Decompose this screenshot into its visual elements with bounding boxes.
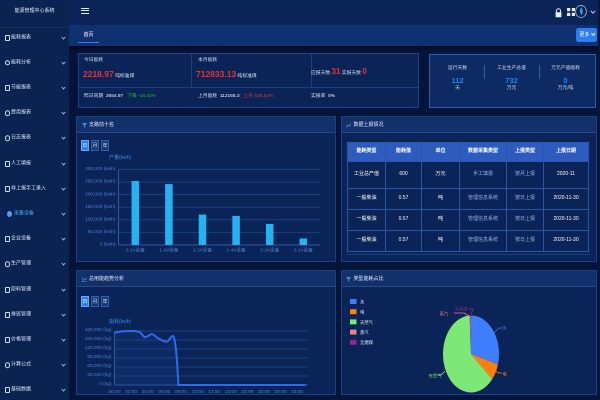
svg-text:蒸汽: 蒸汽 <box>439 311 448 318</box>
svg-text:蒸汽: 蒸汽 <box>360 329 369 336</box>
svg-text:2-1#设备: 2-1#设备 <box>294 247 313 254</box>
svg-text:08:00: 08:00 <box>175 389 187 395</box>
svg-text:12:00: 12:00 <box>208 389 220 395</box>
svg-text:02:00: 02:00 <box>125 389 137 395</box>
svg-text:0 (kwh): 0 (kwh) <box>100 242 116 248</box>
svg-text:100,000 (kwh): 100,000 (kwh) <box>85 217 116 223</box>
svg-text:水: 水 <box>502 325 507 331</box>
svg-text:04:00: 04:00 <box>142 389 154 395</box>
svg-text:22:00: 22:00 <box>291 389 303 395</box>
svg-text:产量(kwh): 产量(kwh) <box>109 154 132 161</box>
svg-text:2-2#设备: 2-2#设备 <box>260 247 279 254</box>
svg-text:1-3#设备: 1-3#设备 <box>193 247 212 254</box>
svg-text:18:00: 18:00 <box>258 389 270 395</box>
svg-text:天然气: 天然气 <box>360 319 374 326</box>
svg-text:90,000 (kg): 90,000 (kg) <box>87 354 112 360</box>
svg-text:电: 电 <box>502 371 507 377</box>
svg-text:50,000 (kwh): 50,000 (kwh) <box>88 229 116 235</box>
svg-text:00:00: 00:00 <box>108 389 120 395</box>
svg-text:1-2#设备: 1-2#设备 <box>159 247 178 254</box>
svg-text:300,000 (kwh): 300,000 (kwh) <box>85 166 116 172</box>
svg-text:无烟煤: 无烟煤 <box>360 339 374 346</box>
svg-text:1-1#设备: 1-1#设备 <box>126 247 145 254</box>
svg-text:150,000 (kwh): 150,000 (kwh) <box>85 204 116 210</box>
svg-text:250,000 (kwh): 250,000 (kwh) <box>85 179 116 185</box>
svg-text:能耗(kwh): 能耗(kwh) <box>109 318 132 325</box>
svg-text:水: 水 <box>360 298 365 304</box>
svg-text:150,000 (kg): 150,000 (kg) <box>85 336 112 342</box>
svg-text:14:00: 14:00 <box>225 389 237 395</box>
svg-text:20:00: 20:00 <box>274 389 286 395</box>
svg-text:60,000 (kg): 60,000 (kg) <box>87 363 112 369</box>
svg-text:16:00: 16:00 <box>241 389 253 395</box>
svg-text:120,000 (kg): 120,000 (kg) <box>85 345 112 351</box>
svg-text:无烟煤: 无烟煤 <box>454 306 468 313</box>
svg-text:10:00: 10:00 <box>191 389 203 395</box>
svg-text:06:00: 06:00 <box>158 389 170 395</box>
svg-text:1-4#设备: 1-4#设备 <box>226 247 245 254</box>
svg-text:200,000 (kwh): 200,000 (kwh) <box>85 191 116 197</box>
svg-text:电: 电 <box>360 309 365 315</box>
svg-text:180,000 (kg): 180,000 (kg) <box>85 327 112 333</box>
svg-text:0 (kg): 0 (kg) <box>99 381 112 387</box>
svg-text:30,000 (kg): 30,000 (kg) <box>87 372 112 378</box>
svg-text:天然气: 天然气 <box>428 373 442 380</box>
